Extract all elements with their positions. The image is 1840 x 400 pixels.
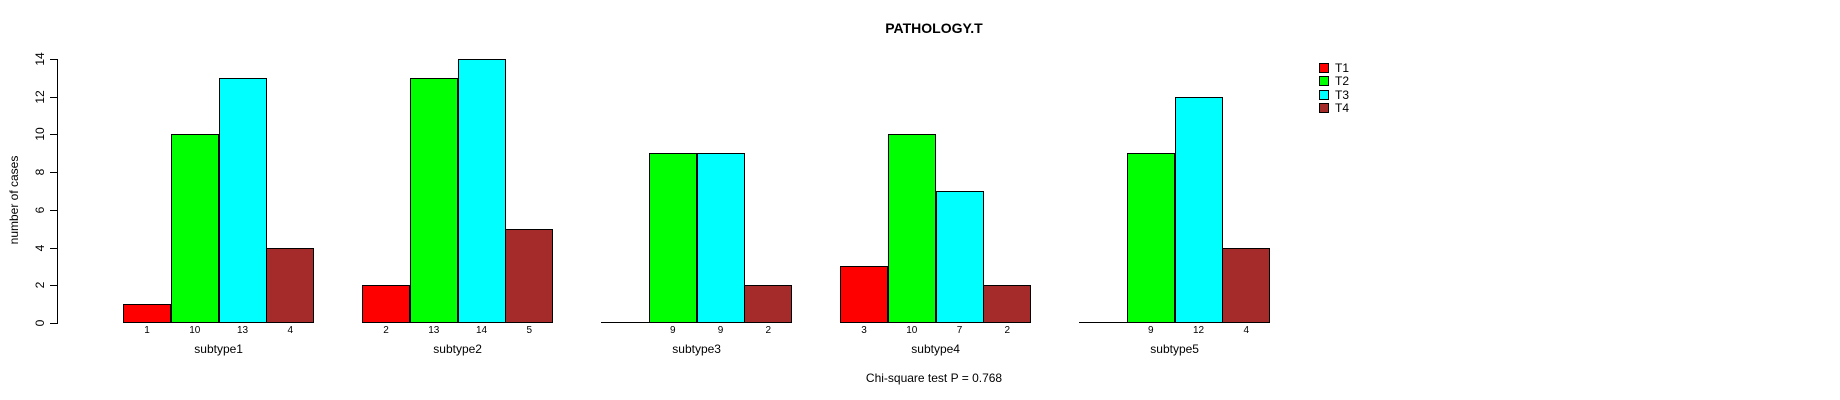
category-label-subtype5: subtype5 bbox=[1150, 342, 1199, 356]
bar-value-label: 5 bbox=[526, 325, 533, 336]
bar-t4-subtype4 bbox=[983, 285, 1032, 323]
bar-value-label: 9 bbox=[669, 325, 676, 336]
y-tick bbox=[50, 134, 57, 136]
legend-label: T4 bbox=[1335, 101, 1350, 116]
category-label-subtype1: subtype1 bbox=[194, 342, 243, 356]
bar-t3-subtype1 bbox=[218, 77, 267, 323]
bar-value-label: 14 bbox=[475, 325, 488, 336]
category-label-subtype2: subtype2 bbox=[433, 342, 482, 356]
bar-value-label: 3 bbox=[861, 325, 867, 336]
y-tick bbox=[50, 323, 57, 324]
legend-label: T1 bbox=[1335, 61, 1350, 75]
bar-t3-subtype2 bbox=[457, 59, 506, 323]
bar-value-label: 13 bbox=[236, 325, 249, 336]
y-tick-label: 10 bbox=[33, 127, 47, 142]
bar-t1-subtype3 bbox=[601, 322, 649, 323]
bar-value-label: 1 bbox=[144, 325, 150, 336]
bar-t4-subtype3 bbox=[744, 285, 793, 323]
bar-value-label: 2 bbox=[765, 325, 772, 336]
legend-swatch-t4 bbox=[1319, 103, 1329, 114]
y-tick-label: 0 bbox=[33, 319, 47, 327]
legend-row-t1: T1 bbox=[1319, 62, 1349, 74]
legend-swatch-t1 bbox=[1319, 63, 1329, 73]
bar-t3-subtype3 bbox=[696, 153, 745, 323]
y-axis-line bbox=[57, 59, 58, 324]
y-tick-label: 6 bbox=[33, 206, 47, 214]
bar-t1-subtype4 bbox=[840, 266, 888, 323]
y-tick bbox=[50, 59, 57, 60]
chi-square-annotation: Chi-square test P = 0.768 bbox=[865, 371, 1003, 385]
y-tick bbox=[50, 96, 57, 98]
bar-value-label: 12 bbox=[1192, 325, 1205, 336]
y-tick-label: 8 bbox=[33, 168, 47, 176]
bar-t2-subtype3 bbox=[648, 153, 697, 323]
bar-value-label: 10 bbox=[189, 325, 201, 336]
bar-value-label: 13 bbox=[428, 325, 440, 336]
bar-t1-subtype1 bbox=[123, 304, 171, 323]
legend-row-t4: T4 bbox=[1319, 102, 1349, 114]
bar-t1-subtype2 bbox=[362, 285, 410, 323]
category-label-subtype3: subtype3 bbox=[672, 342, 721, 356]
y-tick bbox=[50, 285, 57, 287]
y-tick-label: 12 bbox=[33, 90, 47, 104]
legend-label: T3 bbox=[1335, 87, 1350, 102]
bar-value-label: 9 bbox=[717, 325, 724, 336]
bar-t3-subtype4 bbox=[935, 191, 984, 323]
legend-swatch-t3 bbox=[1319, 89, 1329, 100]
bar-value-label: 4 bbox=[287, 325, 294, 336]
legend-row-t3: T3 bbox=[1319, 89, 1349, 101]
bar-t2-subtype4 bbox=[887, 134, 936, 323]
bar-value-label: 7 bbox=[956, 325, 963, 336]
y-tick bbox=[50, 209, 57, 211]
bar-value-label: 2 bbox=[383, 325, 389, 336]
bar-t4-subtype2 bbox=[505, 228, 554, 323]
legend-row-t2: T2 bbox=[1319, 75, 1349, 87]
bar-t4-subtype1 bbox=[266, 247, 315, 323]
y-tick-label: 4 bbox=[33, 244, 47, 251]
bar-value-label: 9 bbox=[1147, 325, 1154, 336]
bar-value-label: 4 bbox=[1243, 325, 1250, 336]
bar-t4-subtype5 bbox=[1222, 247, 1271, 323]
y-tick bbox=[50, 247, 57, 249]
y-tick bbox=[50, 172, 57, 174]
bar-value-label: 2 bbox=[1004, 325, 1011, 336]
bar-t2-subtype2 bbox=[409, 77, 458, 323]
y-tick-label: 14 bbox=[33, 52, 47, 66]
chart-title: PATHOLOGY.T bbox=[885, 20, 983, 36]
legend-label: T2 bbox=[1335, 74, 1350, 89]
bar-t2-subtype1 bbox=[170, 134, 219, 323]
y-tick-label: 2 bbox=[33, 281, 47, 289]
bar-value-label: 10 bbox=[906, 325, 918, 336]
bar-t3-subtype5 bbox=[1174, 96, 1223, 323]
legend-swatch-t2 bbox=[1319, 76, 1329, 87]
bar-t2-subtype5 bbox=[1126, 153, 1175, 323]
category-label-subtype4: subtype4 bbox=[911, 342, 960, 356]
bar-t1-subtype5 bbox=[1079, 322, 1127, 323]
